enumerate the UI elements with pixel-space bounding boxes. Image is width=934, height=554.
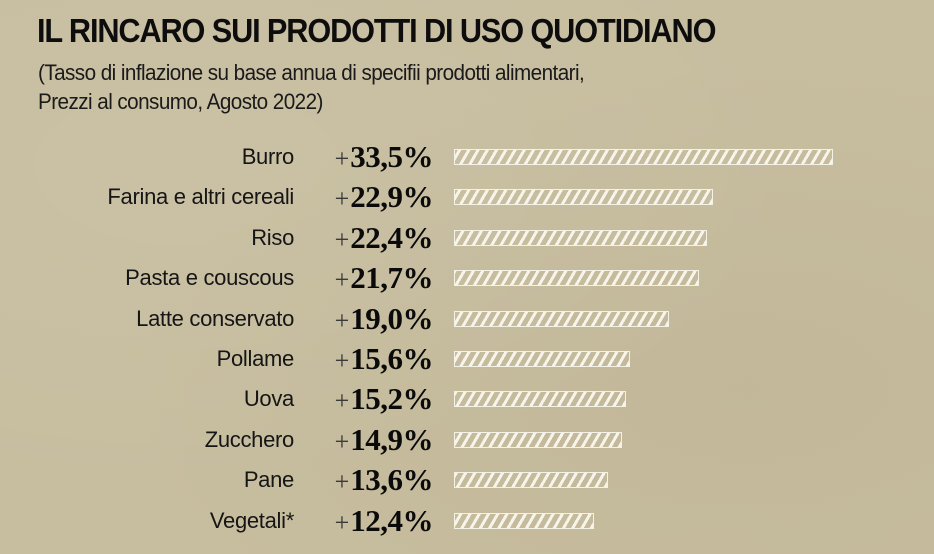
value-label: +12,4% [334, 502, 434, 539]
value-label: +15,2% [334, 381, 434, 417]
percent-value: 12,4% [350, 502, 433, 538]
category-label: Burro [241, 144, 295, 169]
bar-row: Uova +15,2% [0, 380, 934, 420]
value-label: +13,6% [334, 462, 434, 498]
category-label: Vegetali* [209, 507, 294, 533]
hatched-bar [454, 189, 713, 206]
hatched-bar [454, 149, 833, 165]
hatched-bar [454, 391, 626, 408]
category-label: Latte conservato [136, 305, 294, 331]
subtitle-line-1: (Tasso di inflazione su base annua di sp… [38, 60, 585, 85]
bar-row: Vegetali* +12,4% [0, 502, 934, 542]
bar-row: Zucchero +14,9% [0, 421, 934, 461]
plus-sign: + [334, 265, 350, 295]
hatched-bar [454, 472, 608, 489]
category-label: Riso [251, 224, 294, 250]
hatched-bar [454, 229, 708, 246]
hatched-bar [454, 512, 595, 529]
percent-value: 15,2% [350, 381, 433, 417]
category-label: Pane [243, 467, 294, 493]
bar-row: Pollame +15,6% [0, 340, 934, 380]
percent-value: 13,6% [350, 462, 433, 498]
plus-sign: + [334, 426, 350, 456]
value-label: +15,6% [334, 340, 434, 377]
plus-sign: + [334, 345, 350, 375]
bar-row: Burro +33,5% [0, 138, 934, 178]
percent-value: 15,6% [350, 340, 433, 376]
plus-sign: + [334, 144, 350, 173]
category-label: Pasta e couscous [125, 265, 294, 291]
percent-value: 19,0% [350, 300, 433, 336]
hatched-bar [454, 310, 669, 327]
percent-value: 33,5% [350, 139, 433, 174]
plus-sign: + [334, 305, 350, 335]
percent-value: 22,9% [350, 179, 433, 215]
bar-row: Riso +22,4% [0, 219, 934, 259]
bar-row: Farina e altri cereali +22,9% [0, 178, 934, 218]
bar-row: Latte conservato +19,0% [0, 300, 934, 340]
value-label: +14,9% [334, 421, 434, 458]
category-label: Pollame [216, 345, 295, 371]
bar-row: Pane +13,6% [0, 461, 934, 501]
value-label: +22,9% [334, 179, 434, 215]
category-label: Farina e altri cereali [107, 184, 294, 210]
plus-sign: + [334, 507, 350, 537]
percent-value: 14,9% [350, 421, 433, 457]
plus-sign: + [334, 224, 350, 254]
value-label: +19,0% [334, 300, 434, 337]
plus-sign: + [334, 386, 350, 416]
plus-sign: + [334, 467, 350, 497]
value-label: +22,4% [334, 219, 434, 256]
plus-sign: + [334, 184, 350, 214]
subtitle-line-2: Prezzi al consumo, Agosto 2022) [38, 89, 323, 114]
hatched-bar [454, 270, 700, 287]
bar-chart: Burro +33,5% Farina e altri cereali +22,9% R… [0, 138, 934, 542]
hatched-bar [454, 350, 631, 367]
chart-title: IL RINCARO SUI PRODOTTI DI USO QUOTIDIAN… [37, 12, 716, 49]
percent-value: 22,4% [350, 219, 433, 255]
chart-subtitle: (Tasso di inflazione su base annua di sp… [38, 58, 585, 116]
category-label: Zucchero [204, 426, 295, 452]
category-label: Uova [243, 386, 294, 412]
hatched-bar [454, 431, 623, 448]
value-label: +21,7% [334, 260, 434, 296]
value-label: +33,5% [334, 139, 434, 175]
bar-row: Pasta e couscous +21,7% [0, 259, 934, 299]
percent-value: 21,7% [350, 260, 433, 296]
